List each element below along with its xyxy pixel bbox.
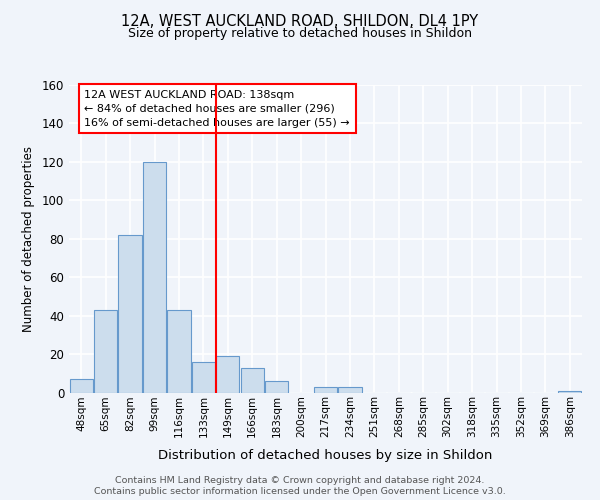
Bar bbox=[94, 310, 117, 392]
Text: Contains public sector information licensed under the Open Government Licence v3: Contains public sector information licen… bbox=[94, 488, 506, 496]
Bar bbox=[265, 381, 288, 392]
Text: Contains HM Land Registry data © Crown copyright and database right 2024.: Contains HM Land Registry data © Crown c… bbox=[115, 476, 485, 485]
Bar bbox=[558, 390, 581, 392]
X-axis label: Distribution of detached houses by size in Shildon: Distribution of detached houses by size … bbox=[158, 448, 493, 462]
Bar bbox=[314, 386, 337, 392]
Bar bbox=[143, 162, 166, 392]
Text: 12A WEST AUCKLAND ROAD: 138sqm
← 84% of detached houses are smaller (296)
16% of: 12A WEST AUCKLAND ROAD: 138sqm ← 84% of … bbox=[85, 90, 350, 128]
Bar bbox=[338, 386, 362, 392]
Text: Size of property relative to detached houses in Shildon: Size of property relative to detached ho… bbox=[128, 27, 472, 40]
Bar bbox=[167, 310, 191, 392]
Y-axis label: Number of detached properties: Number of detached properties bbox=[22, 146, 35, 332]
Bar bbox=[192, 362, 215, 392]
Bar bbox=[241, 368, 264, 392]
Bar bbox=[118, 235, 142, 392]
Text: 12A, WEST AUCKLAND ROAD, SHILDON, DL4 1PY: 12A, WEST AUCKLAND ROAD, SHILDON, DL4 1P… bbox=[121, 14, 479, 29]
Bar bbox=[70, 379, 93, 392]
Bar bbox=[216, 356, 239, 393]
